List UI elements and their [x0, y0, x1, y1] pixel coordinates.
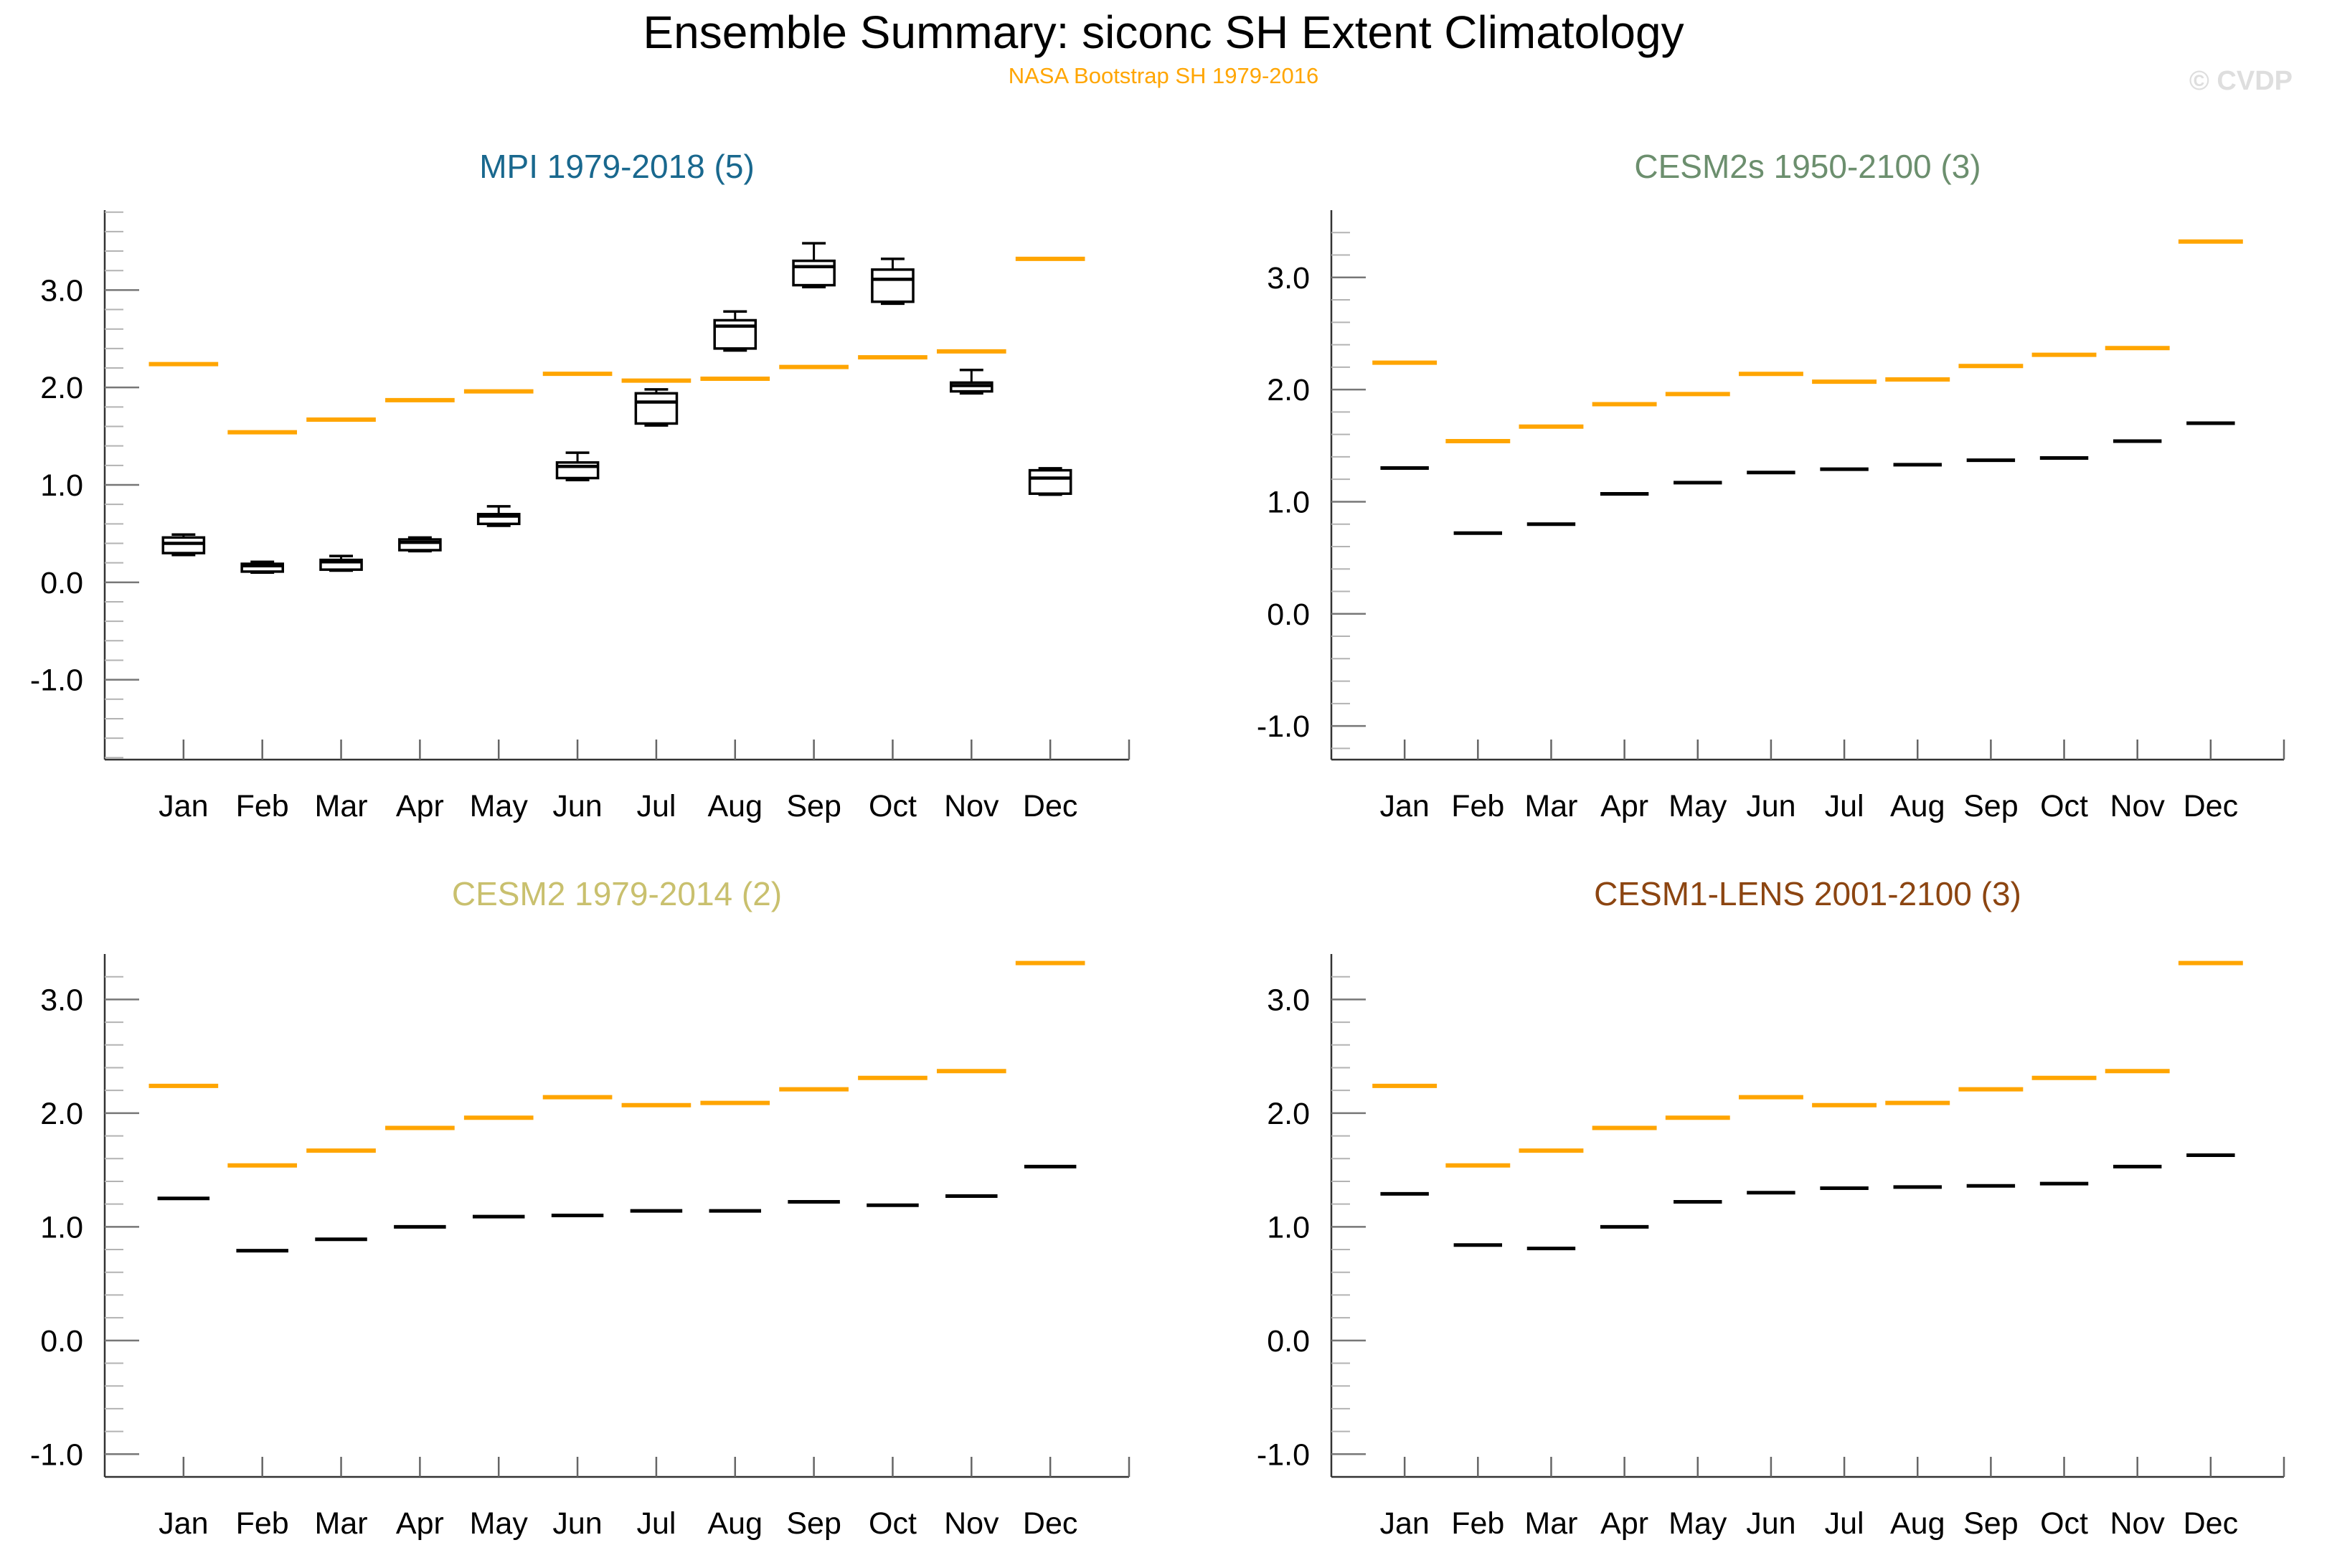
- month-label: Mar: [315, 789, 368, 823]
- panel-title-cesm1-lens: CESM1-LENS 2001-2100 (3): [1594, 875, 2021, 912]
- month-label: Oct: [869, 789, 917, 823]
- panel-title-cesm2: CESM2 1979-2014 (2): [452, 875, 782, 912]
- month-label: May: [470, 1506, 529, 1541]
- month-label: May: [470, 789, 529, 823]
- page-title: Ensemble Summary: siconc SH Extent Clima…: [643, 6, 1684, 58]
- month-label: Nov: [944, 1506, 999, 1541]
- month-label: Feb: [1451, 789, 1504, 823]
- ytick-label: 2.0: [40, 371, 83, 405]
- month-label: Jun: [1746, 789, 1795, 823]
- ytick-label: 3.0: [40, 273, 83, 308]
- month-label: Jul: [1825, 789, 1864, 823]
- month-label: Jun: [552, 1506, 602, 1541]
- month-label: Mar: [1524, 1506, 1577, 1541]
- box-whisker: [634, 388, 679, 427]
- box-whisker: [476, 505, 521, 527]
- ytick-label: 2.0: [40, 1097, 83, 1131]
- month-label: May: [1668, 1506, 1727, 1541]
- month-label: Dec: [2184, 789, 2238, 823]
- ytick-label: 1.0: [40, 1210, 83, 1245]
- month-label: Oct: [2040, 789, 2088, 823]
- ytick-label: 3.0: [40, 983, 83, 1017]
- month-label: Jan: [1379, 1506, 1429, 1541]
- box-whisker: [871, 258, 915, 306]
- month-label: Sep: [786, 1506, 841, 1541]
- ytick-label: 2.0: [1267, 1097, 1310, 1131]
- box-whisker: [240, 560, 285, 574]
- month-label: Feb: [236, 789, 289, 823]
- month-label: Apr: [1600, 789, 1648, 823]
- box-whisker: [713, 310, 757, 352]
- ytick-label: 3.0: [1267, 261, 1310, 296]
- month-label: Nov: [2110, 789, 2165, 823]
- month-label: Jun: [1746, 1506, 1795, 1541]
- month-label: Feb: [236, 1506, 289, 1541]
- box-whisker: [1028, 467, 1072, 496]
- observation-legend-label: NASA Bootstrap SH 1979-2016: [1008, 63, 1319, 88]
- ytick-label: 0.0: [1267, 598, 1310, 632]
- month-label: Mar: [315, 1506, 368, 1541]
- panel-cesm1-lens: CESM1-LENS 2001-2100 (3) 3.0 2.0 1.0 0.0 -1.0…: [1257, 875, 2285, 1541]
- month-label: Aug: [1890, 789, 1945, 823]
- panel-title-mpi: MPI 1979-2018 (5): [479, 148, 755, 185]
- month-label: Mar: [1524, 789, 1577, 823]
- box-whisker: [555, 451, 600, 481]
- month-label: Dec: [1023, 789, 1077, 823]
- ytick-label: 3.0: [1267, 983, 1310, 1017]
- month-label: Aug: [708, 1506, 763, 1541]
- month-label: Jul: [636, 789, 676, 823]
- month-label: Nov: [2110, 1506, 2165, 1541]
- ytick-label: 1.0: [1267, 1210, 1310, 1245]
- ytick-label: 0.0: [40, 566, 83, 600]
- panel-cesm2: CESM2 1979-2014 (2) 3.0 2.0 1.0 0.0 -1.0 Jan Fe…: [30, 875, 1131, 1541]
- ytick-label: 2.0: [1267, 373, 1310, 407]
- month-label: Jul: [636, 1506, 676, 1541]
- month-label: Sep: [786, 789, 841, 823]
- month-label: Sep: [1963, 1506, 2019, 1541]
- month-label: Sep: [1963, 789, 2019, 823]
- month-label: Nov: [944, 789, 999, 823]
- box-whisker: [319, 554, 363, 572]
- month-label: Aug: [1890, 1506, 1945, 1541]
- box-whisker: [792, 242, 836, 289]
- month-label: Apr: [396, 789, 444, 823]
- month-label: Oct: [2040, 1506, 2088, 1541]
- month-label: Apr: [396, 1506, 444, 1541]
- box-whisker: [398, 536, 442, 553]
- month-label: Jan: [1379, 789, 1429, 823]
- month-label: Aug: [708, 789, 763, 823]
- month-label: Jan: [159, 1506, 208, 1541]
- month-label: Jan: [159, 789, 208, 823]
- ytick-label: -1.0: [30, 663, 83, 698]
- ytick-label: 1.0: [40, 468, 83, 503]
- box-whisker: [161, 533, 206, 557]
- ytick-label: 0.0: [1267, 1324, 1310, 1359]
- month-label: Apr: [1600, 1506, 1648, 1541]
- month-label: Feb: [1451, 1506, 1504, 1541]
- ytick-label: 0.0: [40, 1324, 83, 1359]
- panel-cesm2s: CESM2s 1950-2100 (3) 3.0 2.0 1.0 0.0 -1.0 Jan F…: [1257, 148, 2285, 823]
- ytick-label: 1.0: [1267, 485, 1310, 519]
- cvdp-watermark: © CVDP: [2189, 66, 2293, 96]
- box-whisker: [949, 368, 993, 395]
- month-label: Dec: [1023, 1506, 1077, 1541]
- month-label: Dec: [2184, 1506, 2238, 1541]
- ytick-label: -1.0: [1257, 709, 1310, 744]
- month-label: Oct: [869, 1506, 917, 1541]
- month-label: Jun: [552, 789, 602, 823]
- panel-title-cesm2s: CESM2s 1950-2100 (3): [1634, 148, 1981, 185]
- panel-mpi: MPI 1979-2018 (5) 3.0 2.0 1.0 0.0 -1.0 Jan Feb M…: [30, 148, 1131, 823]
- ytick-label: -1.0: [1257, 1437, 1310, 1472]
- ytick-label: -1.0: [30, 1437, 83, 1472]
- month-label: May: [1668, 789, 1727, 823]
- month-label: Jul: [1825, 1506, 1864, 1541]
